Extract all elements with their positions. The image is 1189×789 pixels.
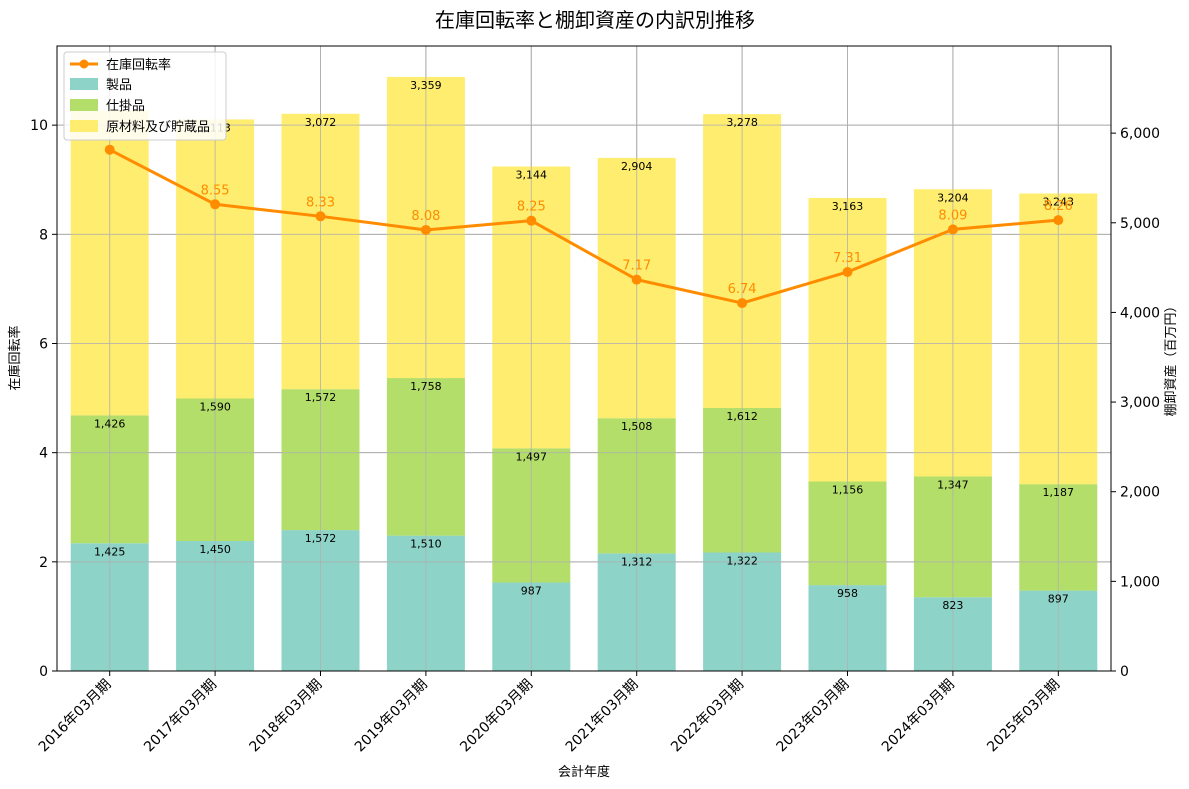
bar-value-label: 823 <box>942 599 963 612</box>
y-tick-label-left: 0 <box>39 664 48 680</box>
y-tick-label-right: 3,000 <box>1120 395 1160 411</box>
line-series: 8.55 8.33 8.08 8.25 7.17 6.74 7.31 8.09 8.26 <box>104 144 1073 309</box>
turnover-value-label: 8.26 <box>1044 199 1073 214</box>
bar-value-label: 1,156 <box>832 483 864 496</box>
bar-value-label: 897 <box>1048 593 1069 606</box>
y-tick-label-left: 8 <box>39 227 48 243</box>
bar-value-label: 1,322 <box>726 554 758 567</box>
turnover-value-label: 8.25 <box>517 200 546 215</box>
turnover-point <box>842 266 853 277</box>
bar-value-label: 1,497 <box>516 450 548 463</box>
bar-value-label: 1,425 <box>94 545 126 558</box>
x-tick-label: 2020年03月期 <box>457 677 536 756</box>
legend-label: 在庫回転率 <box>106 57 171 73</box>
y-tick-label-right: 4,000 <box>1120 305 1160 321</box>
turnover-point <box>737 298 748 309</box>
bar-value-label: 1,612 <box>726 410 758 423</box>
bar-value-label: 3,163 <box>832 200 864 213</box>
turnover-point <box>526 215 537 226</box>
bar-labels: 1,425 1,450 1,572 1,510 987 1,312 1,322 958 823 8… <box>94 79 1074 612</box>
bar-value-label: 2,904 <box>621 160 653 173</box>
bar-value-label: 3,359 <box>410 79 442 92</box>
x-tick-label: 2022年03月期 <box>668 677 747 756</box>
x-tick-label: 2023年03月期 <box>774 677 853 756</box>
legend-line-marker <box>79 59 89 69</box>
bar-value-label: 1,572 <box>305 391 337 404</box>
turnover-value-label: 6.74 <box>728 282 757 297</box>
turnover-line <box>109 148 1059 305</box>
turnover-value-label: 8.55 <box>201 183 230 198</box>
turnover-point <box>104 144 115 155</box>
turnover-point <box>1053 215 1064 226</box>
y-tick-label-left: 10 <box>30 118 48 134</box>
y-tick-label-left: 2 <box>39 555 48 571</box>
bar-value-label: 987 <box>521 585 542 598</box>
legend-label: 製品 <box>106 78 132 93</box>
y-tick-label-right: 2,000 <box>1120 485 1160 501</box>
bar-value-label: 1,450 <box>199 543 231 556</box>
x-tick-label: 2025年03月期 <box>984 677 1063 756</box>
legend-label: 原材料及び貯蔵品 <box>106 120 210 135</box>
legend-bar-swatch <box>70 78 98 90</box>
bar-value-label: 3,278 <box>726 116 758 129</box>
y-axis-label-right: 棚卸資産（百万円） <box>1163 299 1179 416</box>
turnover-value-label: 7.17 <box>622 259 651 274</box>
legend-box <box>63 51 227 141</box>
y-tick-label-right: 6,000 <box>1120 126 1160 142</box>
y-tick-label-right: 1,000 <box>1120 574 1160 590</box>
turnover-point <box>420 224 431 235</box>
x-tick-label: 2021年03月期 <box>563 677 642 756</box>
y-tick-label-right: 0 <box>1120 664 1129 680</box>
bar-value-label: 1,312 <box>621 555 653 568</box>
turnover-value-label: 8.09 <box>938 208 967 223</box>
turnover-value-label: 8.33 <box>306 195 335 210</box>
x-tick-label: 2018年03月期 <box>247 677 326 756</box>
bar-value-label: 1,572 <box>305 532 337 545</box>
y-axis-label-left: 在庫回転率 <box>7 325 23 390</box>
x-tick-label: 2017年03月期 <box>141 677 220 756</box>
y-tick-label-right: 5,000 <box>1120 216 1160 232</box>
y-tick-label-left: 4 <box>39 446 48 462</box>
legend-label: 仕掛品 <box>106 99 145 114</box>
turnover-value-label: 7.31 <box>833 251 862 266</box>
turnover-point <box>315 211 326 222</box>
bar-value-label: 958 <box>837 587 858 600</box>
bar-value-label: 1,347 <box>937 478 969 491</box>
legend-bar-swatch <box>70 99 98 111</box>
bar-value-label: 1,590 <box>199 400 231 413</box>
bar-value-label: 1,187 <box>1043 486 1075 499</box>
bar-value-label: 3,144 <box>516 168 548 181</box>
turnover-point <box>210 199 221 210</box>
x-axis-label: 会計年度 <box>558 764 610 780</box>
turnover-point <box>947 224 958 235</box>
turnover-value-label: 8.08 <box>411 209 440 224</box>
bar-value-label: 3,072 <box>305 116 337 129</box>
chart-title: 在庫回転率と棚卸資産の内訳別推移 <box>435 8 755 32</box>
bar-value-label: 3,204 <box>937 191 969 204</box>
x-tick-label: 2016年03月期 <box>36 677 115 756</box>
bar-value-label: 1,758 <box>410 380 442 393</box>
turnover-point <box>631 274 642 285</box>
bar-value-label: 3,243 <box>1043 195 1075 208</box>
y-tick-label-left: 6 <box>39 336 48 352</box>
plot-frame <box>56 45 1112 672</box>
bar-value-label: 1,508 <box>621 420 653 433</box>
bar-value-label: 1,510 <box>410 538 442 551</box>
x-tick-label: 2019年03月期 <box>352 677 431 756</box>
legend-bar-swatch <box>70 120 98 132</box>
x-tick-label: 2024年03月期 <box>879 677 958 756</box>
bar-value-label: 1,426 <box>94 417 126 430</box>
bars <box>57 46 1111 672</box>
